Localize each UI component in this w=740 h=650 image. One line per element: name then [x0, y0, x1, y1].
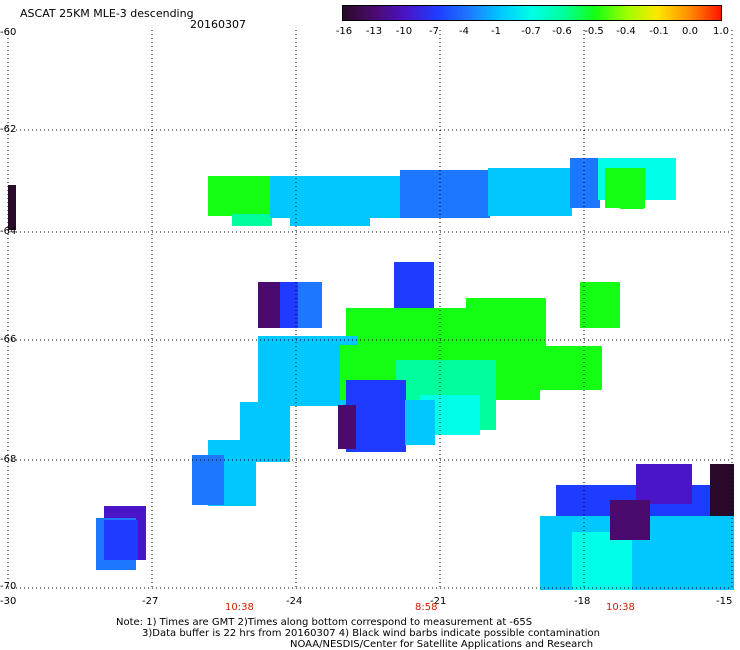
data-patch [580, 282, 620, 328]
data-patch [258, 282, 280, 328]
colorbar-label: -0.6 [552, 26, 572, 37]
data-patch [405, 400, 435, 445]
colorbar-label: -4 [459, 26, 469, 37]
map-date: 20160307 [190, 18, 246, 31]
x-axis-label: -21 [430, 596, 447, 607]
x-axis-label: -30 [0, 596, 17, 607]
data-patch [192, 455, 224, 505]
data-patch [400, 170, 490, 218]
colorbar-label: -10 [395, 26, 413, 37]
map-plot [7, 30, 734, 590]
y-axis-label: -62 [0, 124, 17, 135]
x-axis-label: -15 [716, 596, 733, 607]
note-line-2: 3)Data buffer is 22 hrs from 20160307 4)… [142, 628, 600, 639]
data-patch [610, 500, 650, 540]
colorbar-labels: -16 -13 -10 -7 -4 -1 -0.7 -0.6 -0.5 -0.4… [336, 26, 736, 38]
y-axis-label: -66 [0, 334, 17, 345]
data-patch [290, 210, 370, 226]
colorbar-label: -13 [365, 26, 383, 37]
data-patch [466, 298, 546, 348]
y-axis-label: -64 [0, 226, 17, 237]
x-axis-label: -18 [574, 596, 591, 607]
data-patch [488, 168, 572, 216]
colorbar-label: 0.0 [682, 26, 698, 37]
data-patch [540, 346, 602, 390]
data-patch [572, 532, 632, 590]
colorbar [342, 5, 722, 21]
time-label: 8:58 [415, 602, 438, 613]
data-patch [8, 185, 16, 230]
data-patch [232, 214, 272, 226]
data-patches [8, 158, 734, 590]
data-patch [710, 464, 734, 518]
data-patch [620, 195, 644, 209]
data-patch [570, 158, 600, 208]
colorbar-label: -7 [429, 26, 439, 37]
note-line-1: Note: 1) Times are GMT 2)Times along bot… [116, 617, 533, 628]
data-patch [394, 262, 434, 308]
data-patch [298, 282, 322, 328]
y-axis-label: -70 [0, 581, 17, 592]
colorbar-label: -0.1 [649, 26, 669, 37]
y-axis-label: -68 [0, 454, 17, 465]
colorbar-label: -0.7 [521, 26, 541, 37]
time-label: 10:38 [606, 602, 635, 613]
colorbar-label: -0.4 [616, 26, 636, 37]
data-patch [636, 464, 692, 504]
colorbar-label: -0.5 [584, 26, 604, 37]
data-patch [208, 176, 272, 216]
colorbar-label: -1 [491, 26, 501, 37]
map-title: ASCAT 25KM MLE-3 descending [20, 7, 194, 20]
colorbar-label: 1.0 [713, 26, 729, 37]
time-label: 10:38 [225, 602, 254, 613]
x-axis-label: -27 [142, 596, 159, 607]
grid-lines [7, 30, 733, 589]
data-patch [104, 520, 138, 560]
y-axis-label: -60 [0, 27, 17, 38]
x-axis-label: -24 [286, 596, 303, 607]
colorbar-label: -16 [335, 26, 353, 37]
colorbar-gradient [343, 6, 721, 20]
note-line-3: NOAA/NESDIS/Center for Satellite Applica… [290, 639, 594, 650]
data-patch [338, 405, 356, 449]
